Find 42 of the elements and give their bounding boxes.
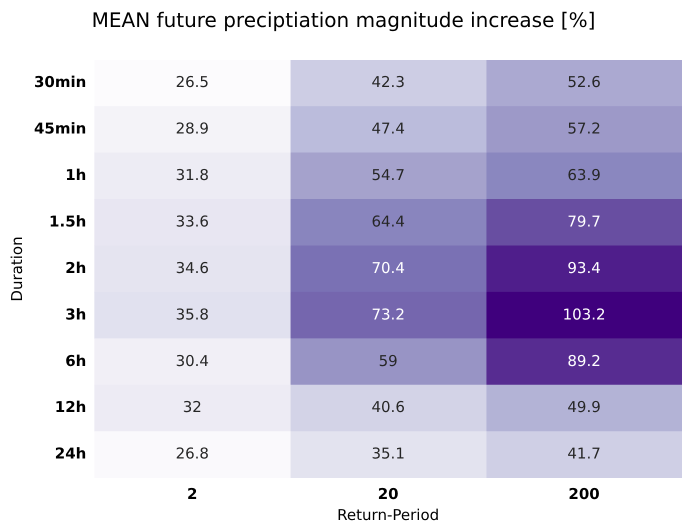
y-tick-label: 6h xyxy=(65,352,86,370)
data-label: 57.2 xyxy=(567,120,601,138)
data-label: 103.2 xyxy=(562,305,606,324)
data-label: 93.4 xyxy=(567,258,601,277)
data-label: 63.9 xyxy=(567,166,601,184)
data-label: 47.4 xyxy=(371,120,405,138)
data-label: 40.6 xyxy=(371,398,405,416)
y-tick-label: 45min xyxy=(34,120,86,138)
data-label: 35.8 xyxy=(176,305,209,324)
data-label: 41.7 xyxy=(567,444,601,463)
data-label: 49.9 xyxy=(567,398,601,416)
y-tick-label: 30min xyxy=(34,73,86,92)
y-tick-label: 1.5h xyxy=(49,212,86,230)
data-label: 31.8 xyxy=(176,166,209,184)
data-label: 52.6 xyxy=(567,73,601,92)
y-axis-title: Duration xyxy=(8,236,26,302)
x-tick-label: 2 xyxy=(187,484,198,503)
data-label: 42.3 xyxy=(371,73,405,92)
data-label: 64.4 xyxy=(371,212,405,230)
data-label: 30.4 xyxy=(176,352,209,370)
y-tick-label: 24h xyxy=(54,444,86,463)
y-tick-label: 3h xyxy=(65,305,86,324)
data-label: 89.2 xyxy=(567,352,601,370)
x-axis-title: Return-Period xyxy=(337,506,440,524)
chart-title: MEAN future preciptiation magnitude increase [%] xyxy=(92,8,596,32)
y-tick-label: 12h xyxy=(54,398,86,416)
data-label: 32 xyxy=(182,398,202,416)
x-tick-label: 20 xyxy=(378,484,399,503)
data-label: 73.2 xyxy=(371,305,405,324)
data-label: 26.8 xyxy=(176,444,209,463)
data-label: 70.4 xyxy=(371,258,405,277)
data-label: 34.6 xyxy=(176,258,209,277)
data-label: 54.7 xyxy=(371,166,405,184)
data-label: 35.1 xyxy=(371,444,405,463)
data-label: 33.6 xyxy=(176,212,209,230)
data-label: 59 xyxy=(378,352,398,370)
data-label: 28.9 xyxy=(176,120,209,138)
y-tick-label: 1h xyxy=(65,166,86,184)
y-tick-label: 2h xyxy=(65,258,86,277)
data-label: 79.7 xyxy=(567,212,601,230)
x-tick-label: 200 xyxy=(568,484,600,503)
data-label: 26.5 xyxy=(176,73,209,92)
